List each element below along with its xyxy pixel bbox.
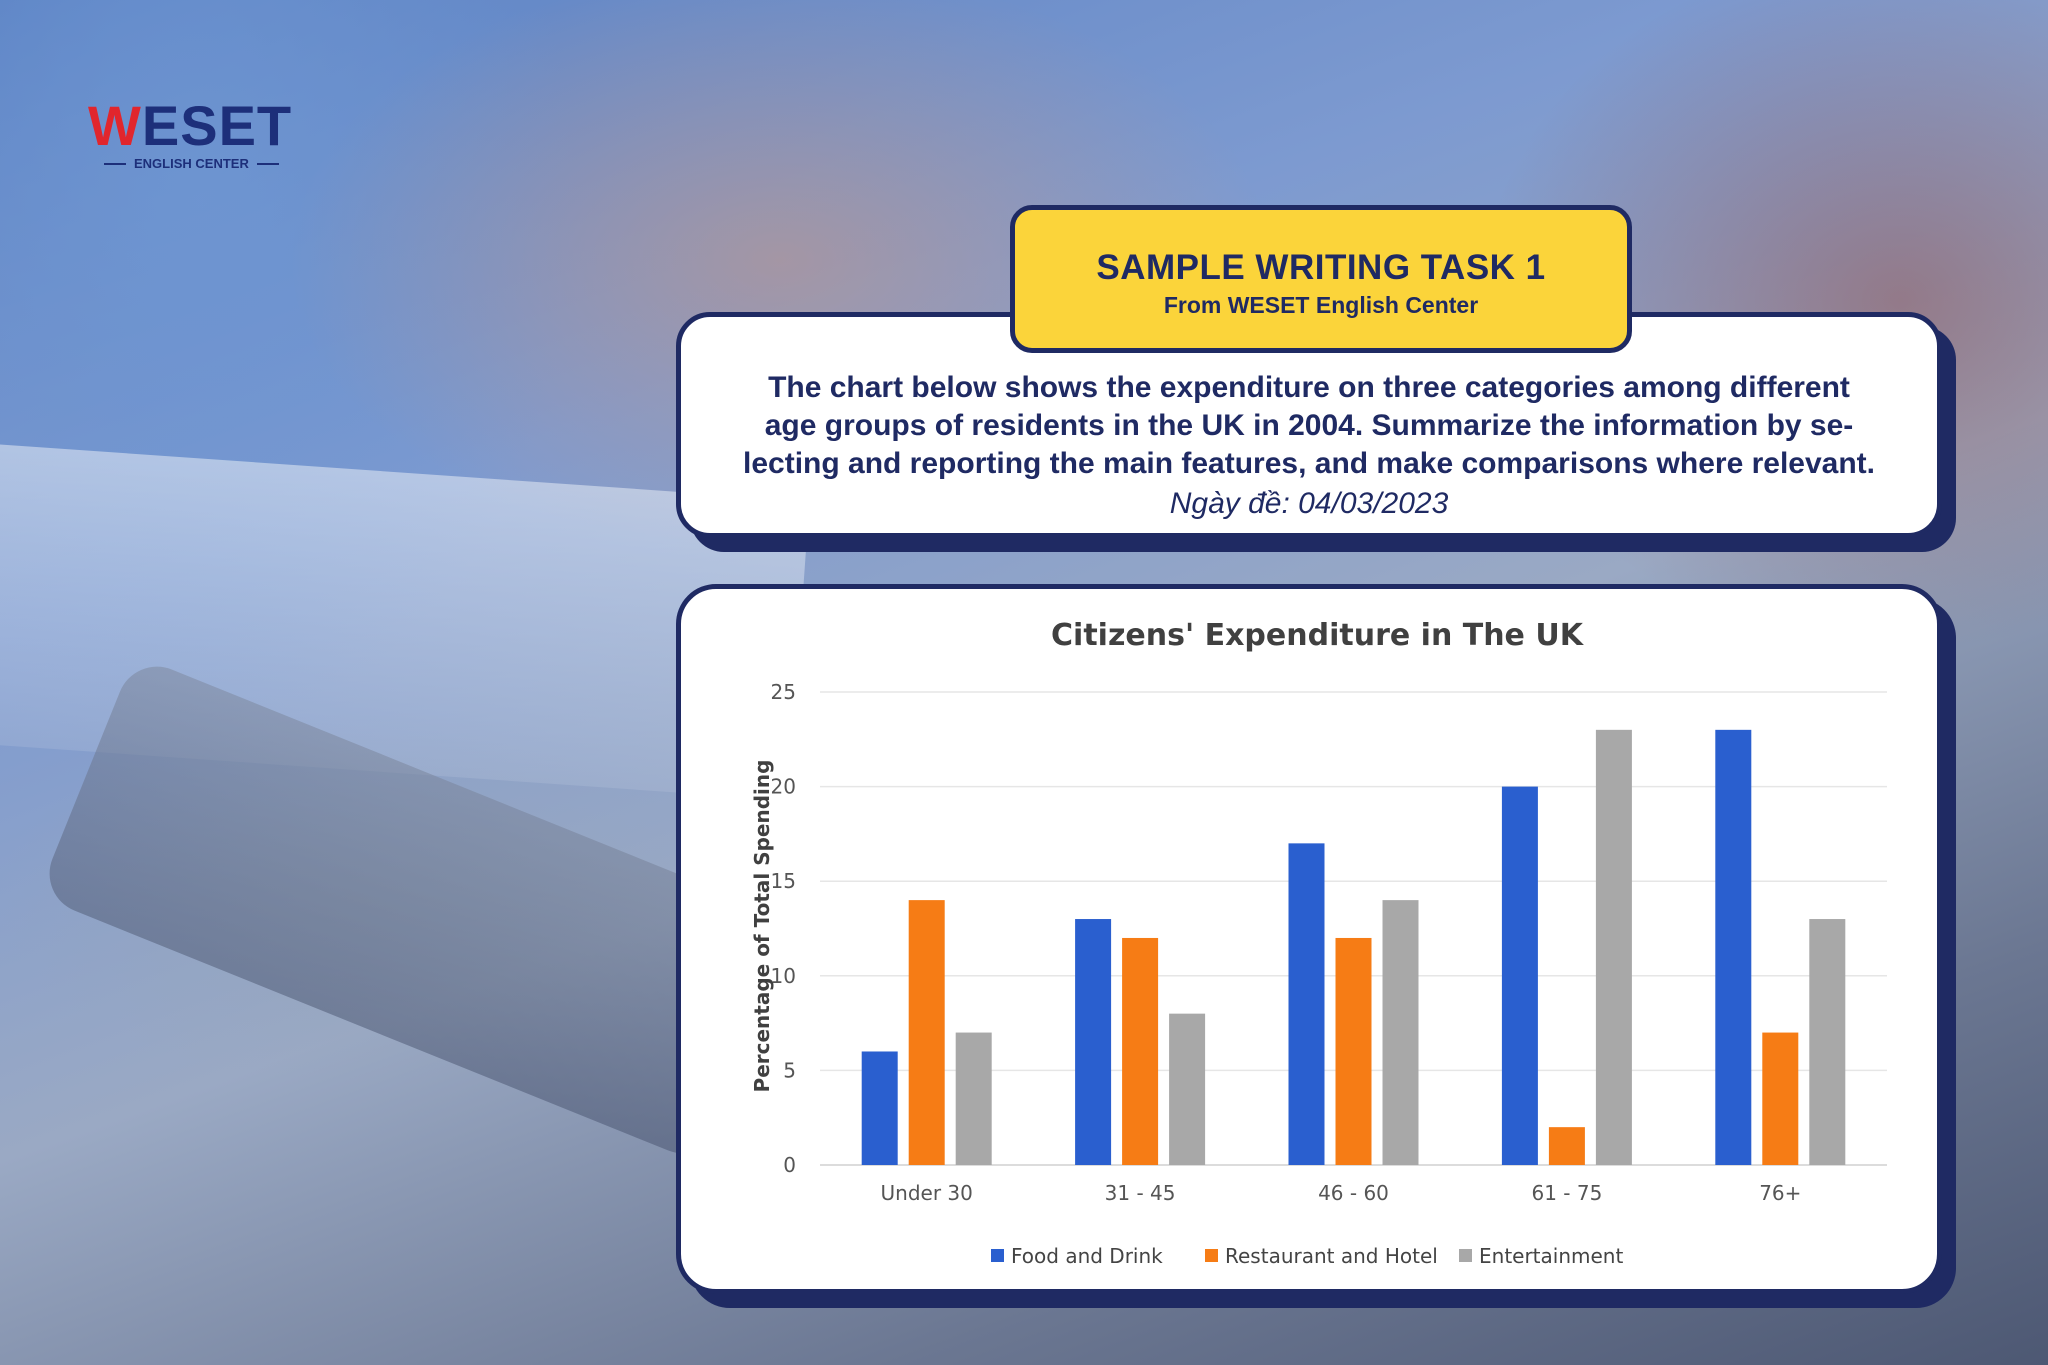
x-tick-label: 31 - 45: [1105, 1181, 1176, 1205]
task-prompt-line: The chart below shows the expenditure on…: [768, 371, 1850, 404]
legend-label: Food and Drink: [1011, 1244, 1163, 1268]
logo-wordmark: WESET: [88, 98, 318, 154]
legend-swatch: [1205, 1249, 1218, 1262]
y-tick-label: 0: [783, 1153, 796, 1177]
task-prompt: The chart below shows the expenditure on…: [701, 369, 1917, 483]
bar-food-and-drink: [1501, 786, 1538, 1165]
logo-dash-left: [104, 162, 126, 165]
badge-subtitle: From WESET English Center: [1163, 292, 1479, 318]
bar-chart: Citizens' Expenditure in The UK Percenta…: [750, 618, 1887, 1268]
bar-entertainment: [1595, 729, 1632, 1165]
x-tick-label: 46 - 60: [1318, 1181, 1389, 1205]
chart-title: Citizens' Expenditure in The UK: [1051, 618, 1585, 653]
bar-restaurant-and-hotel: [1122, 937, 1159, 1165]
x-tick-label: Under 30: [881, 1181, 973, 1205]
task-prompt-line: age groups of residents in the UK in 200…: [764, 409, 1854, 442]
y-tick-label: 25: [771, 680, 796, 704]
y-tick-label: 5: [783, 1058, 796, 1082]
bar-entertainment: [1809, 919, 1846, 1165]
task-prompt-line: lecting and reporting the main features,…: [743, 447, 1875, 480]
bar-entertainment: [1169, 1013, 1206, 1165]
header-badge: SAMPLE WRITING TASK 1 From WESET English…: [1010, 205, 1632, 353]
bar-food-and-drink: [1288, 843, 1325, 1165]
bar-entertainment: [1382, 900, 1419, 1165]
bar-food-and-drink: [861, 1051, 898, 1165]
logo-subtitle: ENGLISH CENTER: [134, 156, 249, 171]
weset-logo: WESET ENGLISH CENTER: [88, 98, 318, 172]
y-axis-label: Percentage of Total Spending: [750, 760, 774, 1093]
logo-letter-w: W: [88, 94, 142, 157]
y-tick-label: 20: [771, 775, 796, 799]
logo-letters: ESET: [141, 94, 293, 157]
x-tick-label: 61 - 75: [1531, 1181, 1602, 1205]
bar-restaurant-and-hotel: [1548, 1127, 1585, 1165]
y-tick-label: 15: [771, 869, 796, 893]
bar-food-and-drink: [1075, 919, 1112, 1165]
bar-food-and-drink: [1715, 729, 1752, 1165]
logo-subtitle-row: ENGLISH CENTER: [88, 156, 318, 171]
legend-swatch: [1459, 1249, 1472, 1262]
bars-group: [861, 729, 1846, 1165]
task-date: Ngày đề: 04/03/2023: [1169, 487, 1449, 520]
legend-label: Restaurant and Hotel: [1225, 1244, 1438, 1268]
badge-title: SAMPLE WRITING TASK 1: [1096, 248, 1546, 287]
chart-card: Citizens' Expenditure in The UK Percenta…: [676, 584, 1942, 1294]
bar-entertainment: [955, 1032, 992, 1165]
bar-restaurant-and-hotel: [1335, 937, 1372, 1165]
bar-restaurant-and-hotel: [1762, 1032, 1799, 1165]
legend-swatch: [991, 1249, 1004, 1262]
y-tick-label: 10: [771, 964, 796, 988]
bar-restaurant-and-hotel: [908, 900, 945, 1165]
legend-label: Entertainment: [1479, 1244, 1623, 1268]
x-tick-labels: Under 30 31 - 45 46 - 60 61 - 75 76+: [881, 1181, 1802, 1205]
y-tick-labels: 0 5 10 15 20 25: [771, 680, 796, 1177]
x-tick-label: 76+: [1759, 1181, 1801, 1205]
logo-dash-right: [256, 162, 279, 165]
legend: Food and Drink Restaurant and Hotel Entert…: [991, 1244, 1623, 1268]
